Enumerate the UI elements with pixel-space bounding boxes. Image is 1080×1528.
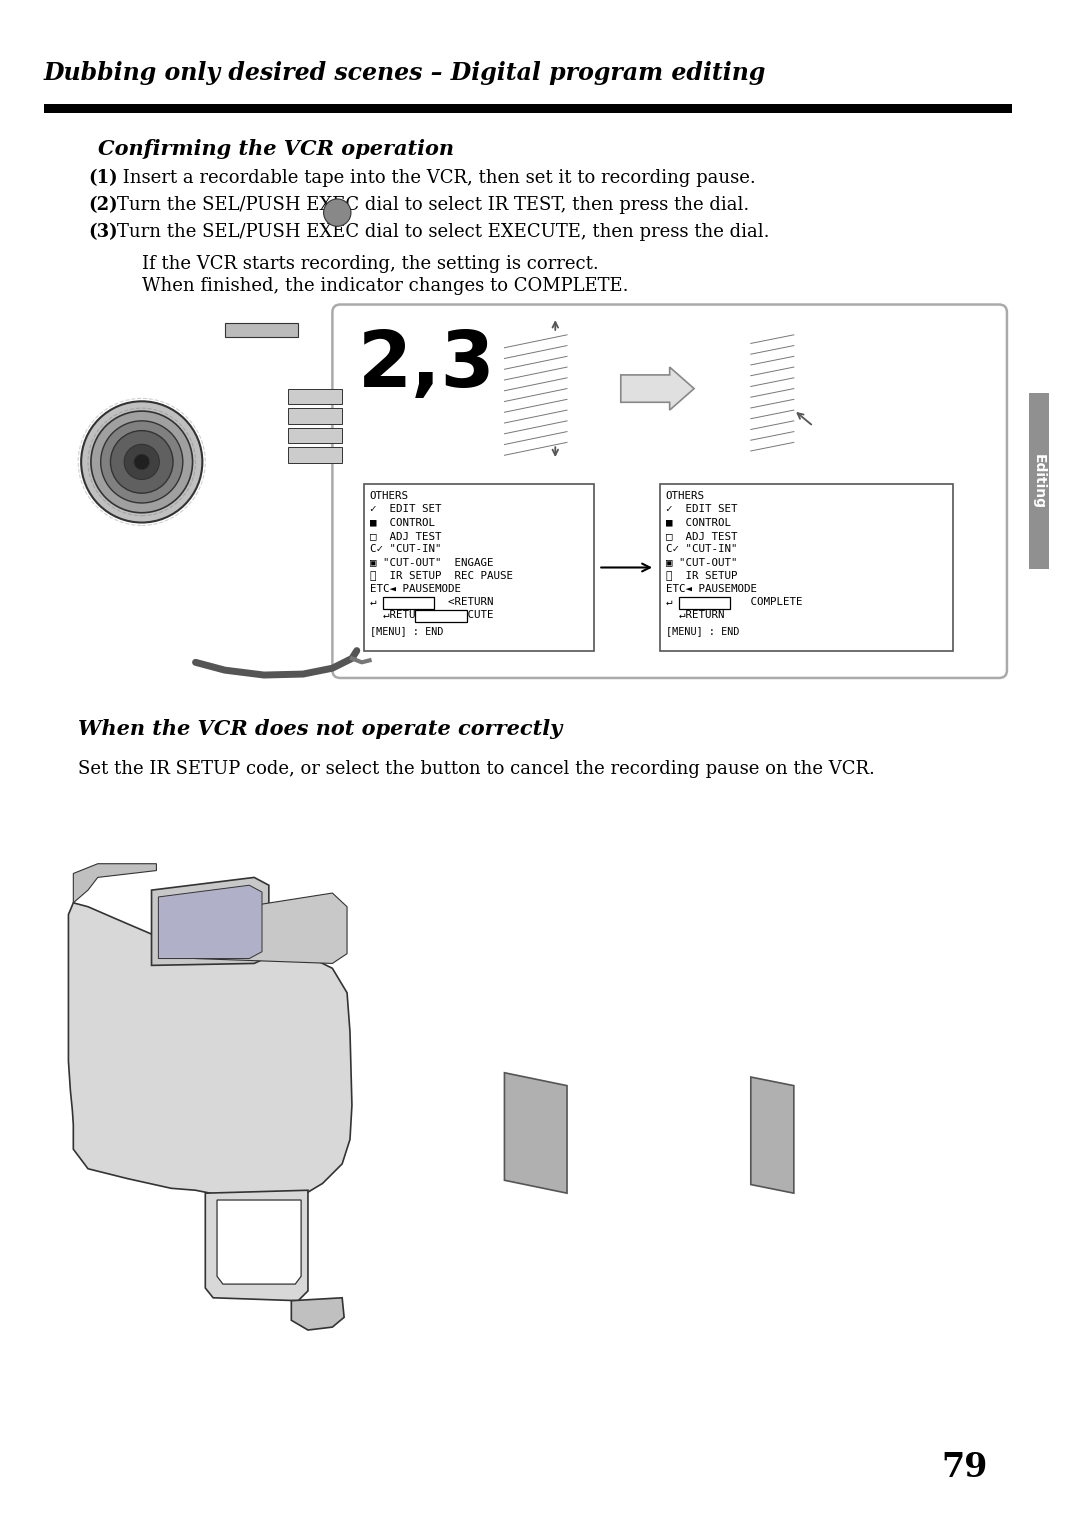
Text: [MENU] : END: [MENU] : END: [665, 626, 739, 636]
Text: ✓  EDIT SET: ✓ EDIT SET: [369, 504, 441, 515]
Polygon shape: [621, 367, 694, 410]
Text: If the VCR starts recording, the setting is correct.: If the VCR starts recording, the setting…: [141, 255, 598, 272]
Text: ↵RETURN   EXECUTE: ↵RETURN EXECUTE: [369, 610, 494, 620]
Text: ↵  IR TEST   COMPLETE: ↵ IR TEST COMPLETE: [665, 597, 802, 607]
Text: □  ADJ TEST: □ ADJ TEST: [665, 530, 738, 541]
Bar: [44, 104, 1012, 113]
Text: Confirming the VCR operation: Confirming the VCR operation: [98, 139, 454, 159]
Text: Set the IR SETUP code, or select the button to cancel the recording pause on the: Set the IR SETUP code, or select the but…: [78, 759, 875, 778]
Circle shape: [124, 445, 160, 480]
Text: ■  CONTROL: ■ CONTROL: [369, 518, 434, 527]
Text: ✓  EDIT SET: ✓ EDIT SET: [665, 504, 738, 515]
Text: OTHERS: OTHERS: [665, 490, 705, 501]
Text: Dubbing only desired scenes – Digital program editing: Dubbing only desired scenes – Digital pr…: [44, 61, 767, 86]
Circle shape: [91, 411, 192, 513]
Bar: [415, 610, 468, 622]
Circle shape: [324, 199, 351, 226]
Text: □  ADJ TEST: □ ADJ TEST: [369, 530, 441, 541]
Text: ⚿  IR SETUP  REC PAUSE: ⚿ IR SETUP REC PAUSE: [369, 570, 513, 581]
Text: C✓ "CUT-IN": C✓ "CUT-IN": [369, 544, 441, 555]
Text: C✓ "CUT-IN": C✓ "CUT-IN": [665, 544, 738, 555]
Text: Insert a recordable tape into the VCR, then set it to recording pause.: Insert a recordable tape into the VCR, t…: [118, 168, 756, 186]
Polygon shape: [159, 885, 262, 958]
Bar: [679, 597, 730, 610]
Text: 79: 79: [941, 1450, 987, 1484]
Bar: [383, 597, 434, 610]
Text: Editing: Editing: [1032, 454, 1047, 509]
Circle shape: [110, 431, 173, 494]
Text: ▣ "CUT-OUT"  ENGAGE: ▣ "CUT-OUT" ENGAGE: [369, 558, 494, 567]
Text: ETC◄ PAUSEMODE: ETC◄ PAUSEMODE: [665, 584, 757, 594]
FancyBboxPatch shape: [333, 304, 1007, 678]
Bar: [660, 484, 954, 651]
Text: (3): (3): [87, 223, 118, 241]
Text: [MENU] : END: [MENU] : END: [369, 626, 443, 636]
Polygon shape: [751, 1077, 794, 1193]
Bar: [288, 408, 342, 423]
Text: (2): (2): [87, 196, 118, 214]
Text: ↵RETURN: ↵RETURN: [665, 610, 725, 620]
Bar: [1029, 394, 1049, 570]
Bar: [225, 322, 298, 336]
Bar: [288, 448, 342, 463]
Polygon shape: [68, 903, 352, 1199]
Text: When finished, the indicator changes to COMPLETE.: When finished, the indicator changes to …: [141, 277, 629, 295]
Text: ETC◄ PAUSEMODE: ETC◄ PAUSEMODE: [369, 584, 460, 594]
Text: ■  CONTROL: ■ CONTROL: [665, 518, 731, 527]
Polygon shape: [292, 1297, 345, 1329]
Polygon shape: [151, 877, 269, 966]
Bar: [288, 388, 342, 405]
Text: Turn the SEL/PUSH EXEC dial to select IR TEST, then press the dial.: Turn the SEL/PUSH EXEC dial to select IR…: [118, 196, 750, 214]
Text: OTHERS: OTHERS: [369, 490, 408, 501]
Text: ▣ "CUT-OUT": ▣ "CUT-OUT": [665, 558, 738, 567]
Polygon shape: [217, 1199, 301, 1284]
Text: 2,3: 2,3: [357, 327, 496, 403]
Polygon shape: [73, 863, 157, 903]
Text: When the VCR does not operate correctly: When the VCR does not operate correctly: [78, 720, 563, 740]
Circle shape: [81, 402, 202, 523]
Text: (1): (1): [87, 168, 118, 186]
Polygon shape: [195, 892, 347, 964]
Bar: [364, 484, 594, 651]
Bar: [288, 428, 342, 443]
Circle shape: [100, 420, 183, 503]
Text: Turn the SEL/PUSH EXEC dial to select EXECUTE, then press the dial.: Turn the SEL/PUSH EXEC dial to select EX…: [118, 223, 770, 241]
Polygon shape: [205, 1190, 308, 1300]
Circle shape: [134, 454, 149, 469]
Text: ⚿  IR SETUP: ⚿ IR SETUP: [665, 570, 738, 581]
Polygon shape: [504, 1073, 567, 1193]
Text: ↵  IR TEST  <RETURN: ↵ IR TEST <RETURN: [369, 597, 494, 607]
